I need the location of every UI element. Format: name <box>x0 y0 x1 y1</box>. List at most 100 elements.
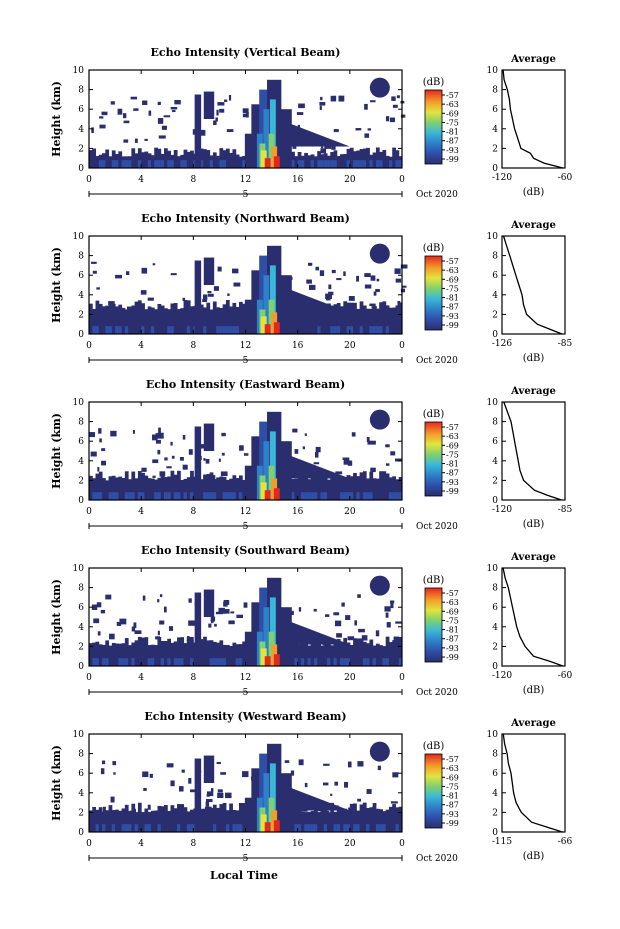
echo-cell <box>200 129 206 136</box>
echo-cell <box>304 303 308 334</box>
echo-cell <box>180 637 185 666</box>
echo-cell <box>318 311 324 315</box>
date-marker: 5 <box>243 522 249 532</box>
echo-cell <box>263 109 270 168</box>
heatmap-field <box>89 409 403 500</box>
average-title: Average <box>510 386 556 397</box>
echo-cell <box>225 792 232 799</box>
echo-cell <box>297 151 302 168</box>
y-tick-label: 4 <box>78 623 84 633</box>
colorbar-tick-label: -81 <box>446 460 459 469</box>
echo-cell <box>353 160 357 168</box>
echo-cell <box>186 639 191 666</box>
echo-cell <box>343 492 348 500</box>
echo-cell <box>359 326 364 334</box>
echo-cell <box>323 806 328 832</box>
echo-cell <box>304 812 308 832</box>
echo-cell <box>186 636 194 642</box>
colorbar-tick-label: -69 <box>446 607 459 616</box>
echo-cell <box>225 479 230 500</box>
echo-cell <box>300 811 305 832</box>
echo-cell <box>216 155 220 168</box>
echo-cell <box>131 803 136 832</box>
echo-cell <box>308 262 313 266</box>
echo-cell <box>333 326 338 334</box>
echo-cell <box>225 824 230 832</box>
echo-cell <box>392 640 396 666</box>
echo-cell <box>385 636 390 666</box>
echo-cell <box>150 326 155 334</box>
echo-cell <box>320 492 325 500</box>
echo-cell <box>333 129 339 133</box>
x-tick-label: 16 <box>292 673 304 683</box>
echo-cell <box>217 789 223 793</box>
echo-cell <box>222 326 227 334</box>
echo-cell <box>340 658 344 666</box>
echo-cell <box>154 492 158 500</box>
echo-cell <box>186 811 191 832</box>
echo-cell <box>366 658 370 666</box>
echo-cell <box>137 802 142 832</box>
x-tick-label: 0 <box>86 839 92 849</box>
echo-cell <box>98 492 103 500</box>
echo-cell <box>333 644 338 666</box>
echo-cell <box>362 148 367 168</box>
echo-cell <box>206 802 210 807</box>
echo-cell <box>216 307 220 334</box>
colorbar-tick-label: -57 <box>446 589 459 598</box>
echo-cell <box>124 824 129 832</box>
colorbar-tick-label: -81 <box>446 792 459 801</box>
echo-cell <box>199 639 204 666</box>
echo-cell <box>219 640 224 666</box>
echo-cell <box>224 99 228 102</box>
echo-cell <box>173 492 178 500</box>
echo-cell <box>169 476 174 479</box>
echo-cell <box>91 261 97 264</box>
echo-cell <box>186 477 191 500</box>
echo-cell <box>219 804 224 832</box>
echo-cell <box>351 432 356 437</box>
echo-cell <box>219 326 224 334</box>
y-axis-label: Height (km) <box>50 579 63 655</box>
colorbar-unit: (dB) <box>423 243 445 254</box>
echo-cell <box>115 326 119 334</box>
echo-cell <box>398 477 403 500</box>
echo-cell <box>137 300 142 334</box>
echo-cell <box>330 152 335 168</box>
echo-cell <box>353 309 359 315</box>
x-tick-label: 20 <box>344 507 356 517</box>
echo-cell <box>369 471 374 500</box>
average-frame <box>501 567 566 667</box>
echo-cell <box>92 478 97 500</box>
echo-cell <box>317 642 321 666</box>
average-profile-line <box>503 401 562 501</box>
echo-cell <box>375 478 380 500</box>
echo-cell <box>297 644 302 666</box>
average-title: Average <box>510 54 556 65</box>
average-x-tick-label: -60 <box>558 173 573 183</box>
echo-cell <box>238 802 243 832</box>
echo-cell <box>238 824 243 832</box>
y-tick-label: 10 <box>73 66 85 76</box>
echo-cell <box>133 622 137 629</box>
echo-cell <box>382 658 387 666</box>
echo-cell <box>147 658 152 666</box>
echo-cell <box>320 472 325 500</box>
x-tick-label: 4 <box>138 175 144 185</box>
echo-cell <box>142 100 148 106</box>
echo-cell <box>385 116 390 122</box>
echo-cell <box>242 771 249 778</box>
echo-cell <box>291 160 295 168</box>
echo-cell <box>346 642 351 666</box>
echo-cell <box>238 301 243 334</box>
echo-cell <box>124 658 129 666</box>
echo-cell <box>385 326 390 334</box>
echo-cell <box>227 293 230 297</box>
x-axis-label: Local Time <box>210 869 278 882</box>
echo-cell <box>273 654 280 666</box>
echo-cell <box>212 301 217 334</box>
echo-cell <box>400 288 406 293</box>
echo-cell <box>115 809 119 832</box>
echo-cell <box>150 810 155 832</box>
colorbar-tick-label: -75 <box>446 450 459 459</box>
